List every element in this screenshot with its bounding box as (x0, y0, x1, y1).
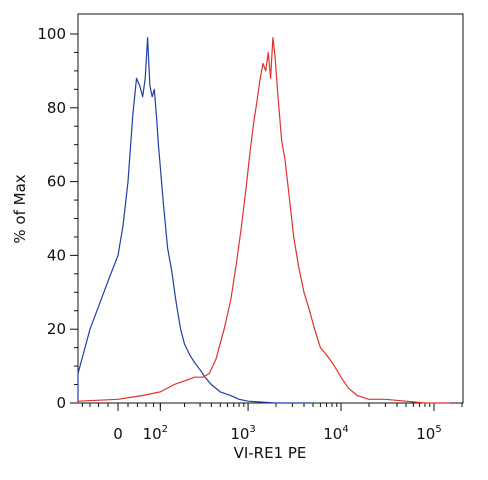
y-axis-title: % of Max (11, 174, 29, 243)
x-tick-label: 102 (143, 424, 168, 443)
y-axis-ticks: 0 20 40 60 80 100 (37, 25, 78, 412)
x-tick-label: 105 (416, 424, 441, 443)
series-layer (77, 37, 451, 404)
series-line-blue (77, 37, 313, 404)
series-line-red (77, 37, 451, 404)
x-tick-label: 0 (113, 425, 123, 443)
y-tick-label: 80 (47, 99, 66, 117)
y-tick-label: 60 (47, 173, 66, 191)
x-axis-minor-ticks (81, 403, 463, 407)
x-axis-ticks: 0 102 103 104 105 (113, 403, 442, 443)
y-tick-label: 40 (47, 246, 66, 264)
x-tick-label: 104 (323, 424, 348, 443)
y-tick-label: 20 (47, 320, 66, 338)
x-axis-title: VI-RE1 PE (234, 444, 307, 462)
y-tick-label: 0 (56, 394, 66, 412)
y-tick-label: 100 (37, 25, 66, 43)
x-tick-label: 103 (230, 424, 255, 443)
